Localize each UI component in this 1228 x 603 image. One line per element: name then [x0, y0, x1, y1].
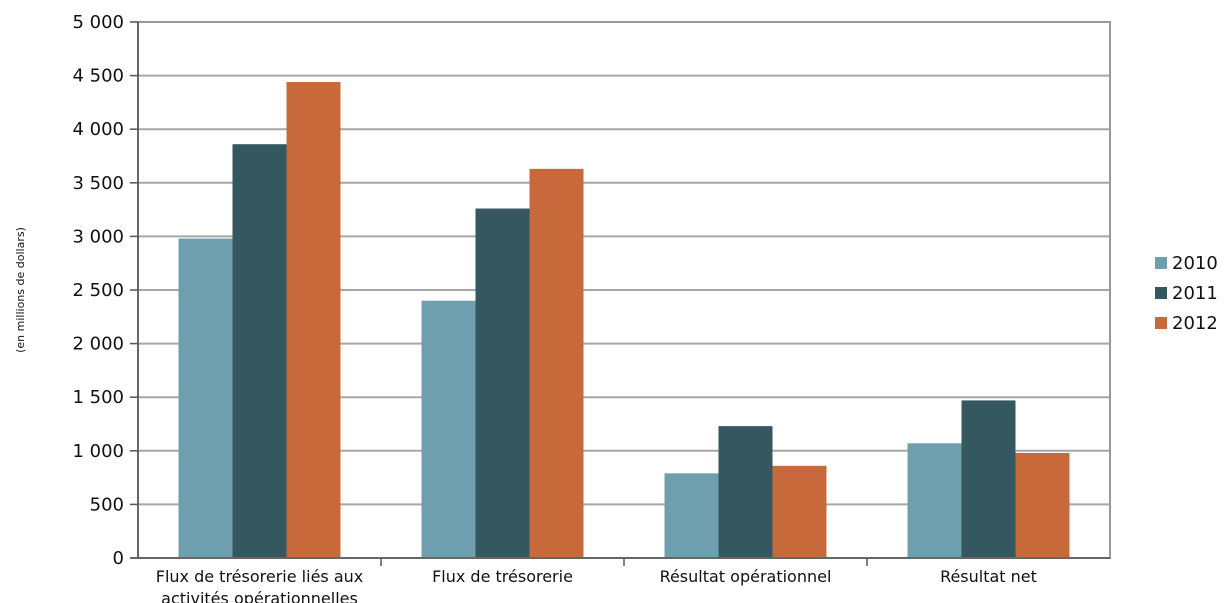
x-tick-label: Résultat net — [940, 567, 1037, 586]
y-tick-labels: 0 500 1 000 1 500 2 000 2 500 3 000 3 500 4 000 4… — [72, 12, 138, 569]
y-tick-label: 2 000 — [72, 334, 124, 355]
y-tick-label: 5 000 — [72, 12, 124, 33]
bar-2011 — [232, 144, 287, 558]
bar-2011 — [961, 400, 1016, 558]
y-tick-label: 4 000 — [72, 119, 124, 140]
bar-2010 — [421, 300, 476, 558]
legend-swatch-2010 — [1155, 257, 1167, 269]
bar-2012 — [529, 168, 584, 558]
bar-2010 — [178, 238, 233, 558]
legend-label-2012: 2012 — [1172, 313, 1218, 334]
y-axis-label: (en millions de dollars) — [14, 227, 27, 353]
bars — [178, 82, 1070, 559]
y-tick-label: 0 — [113, 548, 124, 569]
legend-swatch-2011 — [1155, 287, 1167, 299]
legend-swatch-2012 — [1155, 317, 1167, 329]
x-tick-label: Flux de trésorerie — [432, 567, 573, 586]
legend: 2010 2011 2012 — [1155, 253, 1218, 334]
x-tick-label: Résultat opérationnel — [660, 567, 832, 586]
x-tick-label: Flux de trésorerie liés aux activités opé… — [156, 567, 364, 603]
x-tick-labels: Flux de trésorerie liés aux activités opé… — [156, 558, 1037, 603]
bar-2010 — [907, 443, 962, 558]
y-tick-label: 3 500 — [72, 173, 124, 194]
bar-2011 — [475, 208, 530, 558]
legend-label-2011: 2011 — [1172, 283, 1218, 304]
bar-2012 — [1015, 452, 1070, 558]
bar-2010 — [664, 473, 719, 558]
y-tick-label: 1 500 — [72, 387, 124, 408]
y-tick-label: 2 500 — [72, 280, 124, 301]
bar-2012 — [772, 465, 827, 558]
y-tick-label: 500 — [90, 494, 124, 515]
y-tick-label: 4 500 — [72, 66, 124, 87]
y-tick-label: 1 000 — [72, 441, 124, 462]
bar-2012 — [286, 82, 341, 559]
y-tick-label: 3 000 — [72, 226, 124, 247]
legend-label-2010: 2010 — [1172, 253, 1218, 274]
bar-2011 — [718, 426, 773, 558]
